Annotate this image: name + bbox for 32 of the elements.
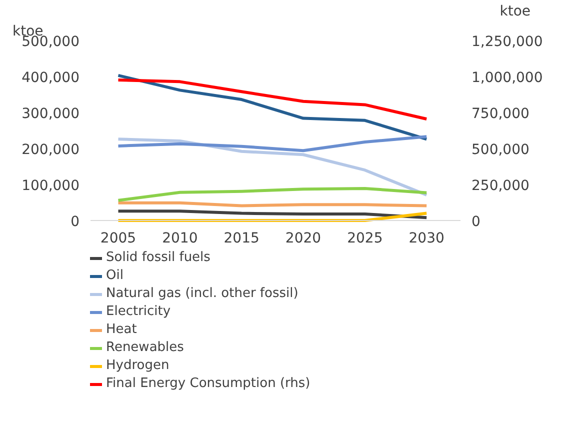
line-series bbox=[116, 210, 428, 220]
x-tick-label: 2020 bbox=[285, 230, 322, 246]
x-tick-label: 2015 bbox=[224, 230, 260, 246]
line-series bbox=[116, 135, 428, 152]
line-series bbox=[116, 74, 428, 141]
legend-label: Solid fossil fuels bbox=[106, 250, 210, 265]
y2-tick-label: 0 bbox=[472, 214, 480, 230]
legend-label: Final Energy Consumption (rhs) bbox=[106, 376, 310, 391]
y-tick-label: 0 bbox=[70, 214, 80, 230]
x-tick-label: 2025 bbox=[347, 230, 383, 246]
y-tick-label: 100,000 bbox=[22, 178, 80, 194]
y2-axis-title: ktoe bbox=[500, 4, 531, 20]
line-series bbox=[116, 138, 428, 196]
y2-tick-label: 1,250,000 bbox=[472, 34, 543, 50]
x-tick-label: 2005 bbox=[100, 230, 136, 246]
legend-label: Oil bbox=[106, 268, 124, 283]
legend-label: Renewables bbox=[106, 340, 184, 355]
y-tick-label: 400,000 bbox=[22, 70, 80, 86]
y2-tick-label: 250,000 bbox=[472, 178, 530, 194]
x-tick-label: 2030 bbox=[408, 230, 444, 246]
y2-tick-label: 750,000 bbox=[472, 106, 530, 122]
y2-tick-label: 500,000 bbox=[472, 142, 530, 158]
legend-label: Heat bbox=[106, 322, 137, 337]
line-series bbox=[116, 78, 428, 120]
y-tick-label: 200,000 bbox=[22, 142, 80, 158]
line-series bbox=[116, 186, 428, 202]
legend-label: Hydrogen bbox=[106, 358, 170, 373]
x-tick-label: 2010 bbox=[162, 230, 198, 246]
y2-tick-label: 1,000,000 bbox=[472, 70, 543, 86]
legend-label: Natural gas (incl. other fossil) bbox=[106, 286, 298, 301]
y-tick-label: 300,000 bbox=[22, 106, 80, 122]
legend-label: Electricity bbox=[106, 304, 171, 319]
